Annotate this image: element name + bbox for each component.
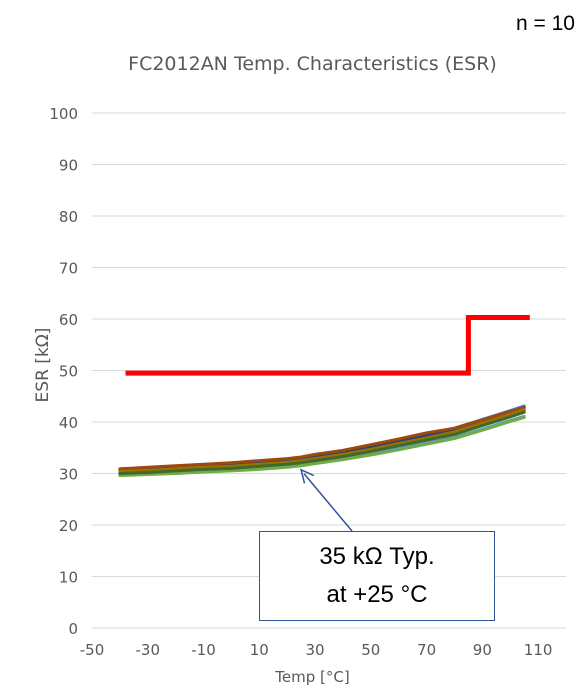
- x-tick-label: 110: [524, 641, 553, 659]
- y-tick-label: 90: [59, 157, 78, 175]
- x-axis-label: Temp [°C]: [275, 668, 350, 686]
- x-tick-label: 30: [306, 641, 325, 659]
- x-tick-label: -30: [136, 641, 161, 659]
- esr-series-line-10: [118, 410, 526, 475]
- y-tick-label: 10: [59, 569, 78, 587]
- x-tick-label: 10: [250, 641, 269, 659]
- x-tick-label: -10: [191, 641, 216, 659]
- y-tick-label: 80: [59, 208, 78, 226]
- y-tick-label: 40: [59, 414, 78, 432]
- esr-series-line-9: [118, 408, 526, 473]
- esr-series-line-5: [118, 415, 526, 478]
- typical-value-callout: 35 kΩ Typ. at +25 °C: [259, 531, 495, 621]
- y-tick-label: 70: [59, 260, 78, 278]
- y-tick-label: 100: [49, 105, 78, 123]
- y-tick-label: 30: [59, 466, 78, 484]
- sample-count-label: n = 10: [516, 12, 575, 35]
- x-tick-label: 50: [361, 641, 380, 659]
- x-tick-label: 70: [417, 641, 436, 659]
- esr-series-line-7: [118, 406, 526, 471]
- y-tick-label: 60: [59, 311, 78, 329]
- y-tick-label: 50: [59, 363, 78, 381]
- y-tick-label: 20: [59, 517, 78, 535]
- x-tick-label: 90: [473, 641, 492, 659]
- esr-limit-line: [125, 315, 530, 376]
- callout-arrow-shaft: [303, 473, 353, 532]
- y-tick-label: 0: [68, 620, 78, 638]
- chart-title: FC2012AN Temp. Characteristics (ESR): [128, 53, 497, 75]
- callout-line-2: at +25 °C: [326, 581, 428, 608]
- callout-line-1: 35 kΩ Typ.: [319, 543, 435, 570]
- callout-arrow-head: [300, 468, 315, 484]
- x-tick-label: -50: [80, 641, 105, 659]
